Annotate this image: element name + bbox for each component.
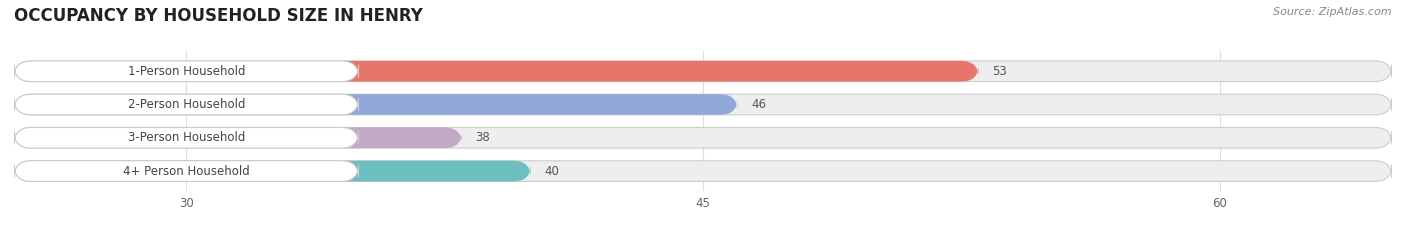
FancyBboxPatch shape (14, 161, 531, 182)
Text: 4+ Person Household: 4+ Person Household (122, 164, 250, 178)
Text: OCCUPANCY BY HOUSEHOLD SIZE IN HENRY: OCCUPANCY BY HOUSEHOLD SIZE IN HENRY (14, 7, 423, 25)
FancyBboxPatch shape (14, 94, 359, 115)
Text: 1-Person Household: 1-Person Household (128, 65, 245, 78)
FancyBboxPatch shape (14, 127, 359, 148)
Text: 38: 38 (475, 131, 491, 144)
Text: 40: 40 (544, 164, 560, 178)
FancyBboxPatch shape (14, 94, 1392, 115)
Text: 53: 53 (993, 65, 1007, 78)
Text: 46: 46 (751, 98, 766, 111)
FancyBboxPatch shape (14, 127, 1392, 148)
FancyBboxPatch shape (14, 61, 1392, 82)
FancyBboxPatch shape (14, 127, 461, 148)
FancyBboxPatch shape (14, 61, 979, 82)
Text: 2-Person Household: 2-Person Household (128, 98, 245, 111)
FancyBboxPatch shape (14, 161, 1392, 182)
Text: Source: ZipAtlas.com: Source: ZipAtlas.com (1274, 7, 1392, 17)
FancyBboxPatch shape (14, 94, 738, 115)
FancyBboxPatch shape (14, 161, 359, 182)
FancyBboxPatch shape (14, 61, 359, 82)
Text: 3-Person Household: 3-Person Household (128, 131, 245, 144)
